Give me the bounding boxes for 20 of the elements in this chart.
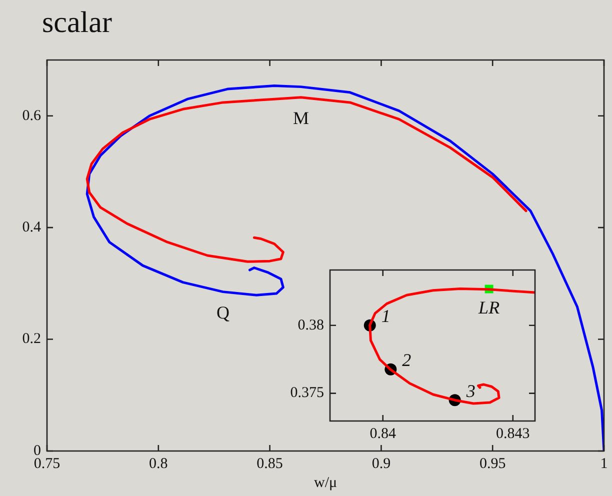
x-tick-label: 0.95 <box>479 456 506 472</box>
series-label: 1 <box>381 306 390 326</box>
y-tick-label: 0.38 <box>298 317 324 334</box>
y-tick-label: 0.2 <box>22 331 41 348</box>
x-tick-label: 0.8 <box>149 456 168 472</box>
annotation: M <box>292 108 309 128</box>
chart-title: scalar <box>42 6 112 40</box>
x-tick-label: 0.85 <box>256 456 283 472</box>
x-tick-label: 0.843 <box>496 426 530 442</box>
x-axis-title: w/μ <box>314 474 338 491</box>
x-tick-label: 0.9 <box>372 456 391 472</box>
x-tick-label: 1 <box>600 456 608 472</box>
y-tick-label: 0.375 <box>290 385 324 402</box>
y-tick-label: 0.4 <box>22 220 42 236</box>
series-label: 3 <box>465 380 476 401</box>
y-tick-label: 0.6 <box>22 108 42 124</box>
annotation: Q <box>216 302 230 323</box>
x-tick-label: 0.84 <box>370 426 396 442</box>
series-label: LR <box>478 298 500 318</box>
series-label: 2 <box>402 350 412 370</box>
